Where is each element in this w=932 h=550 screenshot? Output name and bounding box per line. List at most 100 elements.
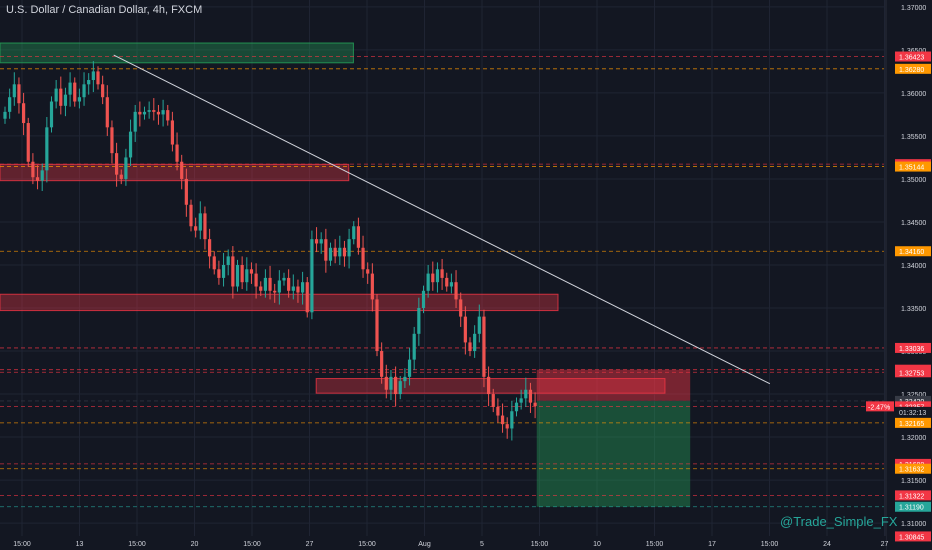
zone-supply [0, 42, 354, 64]
candle-body [352, 226, 356, 240]
candle-body [138, 111, 142, 115]
candle-body [49, 101, 54, 128]
y-tick-label: 1.36500 [901, 48, 926, 55]
y-tick-label: 1.33500 [901, 306, 926, 313]
candle-body [338, 247, 342, 257]
candle-body [407, 359, 412, 377]
candle-body [198, 213, 202, 231]
candle-body [226, 256, 230, 265]
candle-body [440, 269, 444, 278]
candle-body [287, 277, 291, 291]
candle-body [59, 88, 63, 106]
candle-body [184, 178, 188, 205]
price-label-bg [895, 246, 931, 257]
price-label-bg [895, 161, 931, 172]
candle-body [361, 247, 365, 270]
y-tick-label: 1.32500 [901, 392, 926, 399]
candle-body [119, 174, 123, 179]
x-tick-label: 27 [306, 541, 314, 548]
candle-body [435, 269, 440, 283]
candle-body [431, 273, 435, 283]
candle-body [310, 239, 314, 313]
position-target-zone [536, 400, 691, 507]
x-tick-label: 15:00 [13, 541, 31, 548]
candle-body [208, 239, 212, 257]
candle-body [394, 376, 398, 395]
price-level-label: 1.31632 [899, 467, 924, 474]
candle-body [221, 264, 226, 278]
candle-body [473, 333, 477, 352]
candle-body [147, 110, 151, 112]
y-tick-label: 1.35000 [901, 177, 926, 184]
price-label-bg [895, 367, 931, 378]
candle-body [249, 269, 254, 274]
x-tick-label: 15:00 [128, 541, 146, 548]
candle-body [324, 239, 328, 261]
candle-body [342, 247, 347, 257]
price-axis [886, 0, 932, 550]
x-tick-label: 15:00 [761, 541, 779, 548]
x-tick-label: 15:00 [243, 541, 261, 548]
candle-body [142, 111, 147, 115]
trendline [113, 54, 771, 385]
price-label-bg [895, 531, 931, 542]
candle-body [301, 282, 305, 293]
candle-body [514, 402, 519, 412]
candle-body [152, 110, 156, 112]
candle-body [22, 103, 26, 124]
candle-body [96, 71, 100, 85]
price-label-bg [895, 490, 931, 501]
candle-body [170, 120, 174, 145]
candle-body [314, 239, 319, 244]
candle-body [128, 131, 133, 158]
y-tick-label: 1.34000 [901, 263, 926, 270]
candle-body [291, 286, 295, 291]
candle-body [203, 213, 207, 240]
candle-body [3, 111, 7, 119]
candle-body [528, 389, 533, 403]
x-tick-label: 15:00 [646, 541, 664, 548]
candle-body [533, 402, 537, 407]
candle-body [491, 394, 495, 407]
candle-body [87, 80, 91, 85]
x-tick-label: 20 [191, 541, 199, 548]
candle-body [519, 398, 523, 403]
countdown-bg [895, 406, 931, 417]
candle-body [403, 376, 407, 382]
candle-body [12, 84, 16, 98]
price-level-label: 1.35144 [899, 165, 924, 172]
candle-body [445, 277, 449, 287]
x-tick-label: 17 [708, 541, 716, 548]
candle-body [68, 82, 72, 95]
candle-body [333, 247, 337, 257]
candle-body [166, 110, 170, 121]
candle-body [231, 256, 235, 287]
x-tick-label: 10 [593, 541, 601, 548]
zone-resistance [315, 378, 666, 394]
candle-body [454, 282, 458, 300]
candle-body [477, 316, 481, 334]
price-label-bg [895, 63, 931, 74]
candle-body [468, 342, 472, 352]
candle-body [194, 226, 198, 231]
candle-body [389, 376, 393, 390]
candle-body [268, 277, 272, 291]
price-label-bg [895, 342, 931, 353]
price-level-label: 1.31190 [899, 505, 924, 512]
candle-body [180, 161, 184, 179]
candle-body [45, 127, 49, 171]
candle-body [417, 308, 421, 334]
candle-body [91, 71, 95, 81]
price-level-label: 1.36423 [899, 55, 924, 62]
price-level-label: 1.32165 [899, 421, 924, 428]
candle-body [235, 264, 240, 287]
candle-body [110, 127, 114, 154]
candle-body [161, 110, 165, 115]
price-level-label: 1.30845 [899, 534, 924, 541]
countdown-label: 01:32:13 [899, 410, 926, 417]
x-tick-label: Aug [418, 541, 431, 548]
candle-body [459, 299, 463, 317]
candle-body [366, 269, 370, 274]
candle-body [347, 239, 351, 257]
